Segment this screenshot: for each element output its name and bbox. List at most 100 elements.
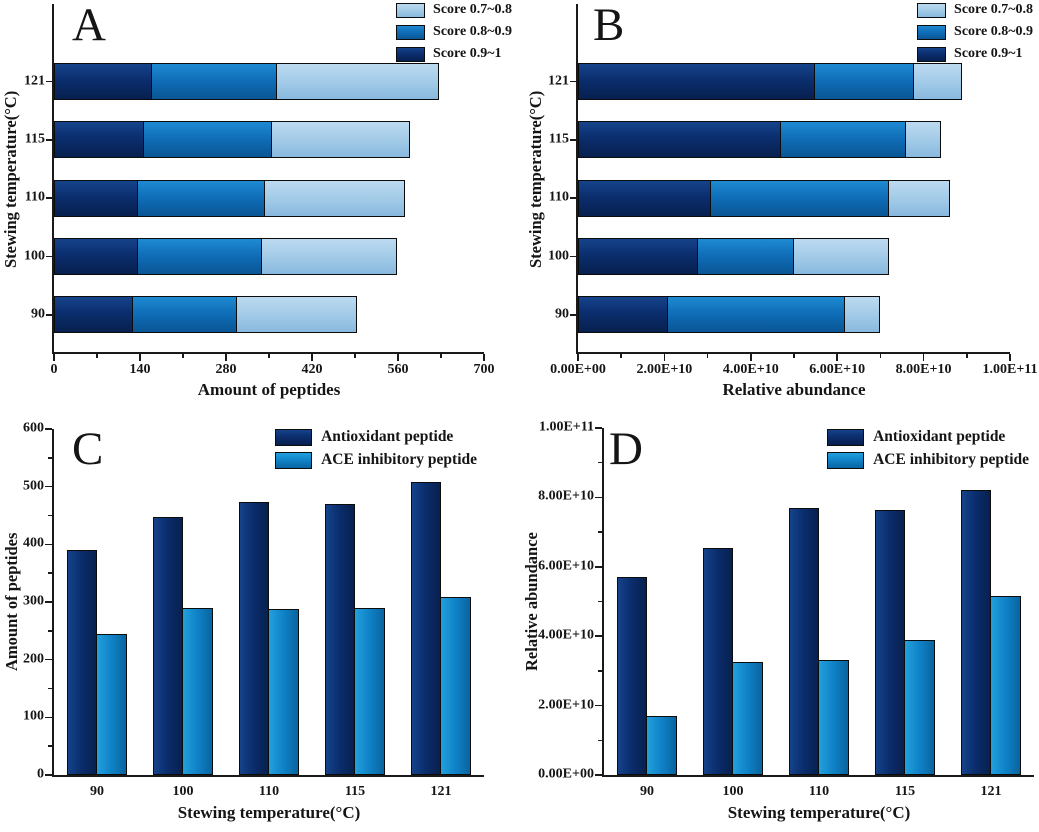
legend-item: Score 0.8~0.9	[396, 24, 512, 40]
category-label: 115	[548, 131, 569, 147]
bar-segment	[54, 179, 139, 217]
bar-segment	[844, 296, 881, 334]
axis-tick	[595, 496, 602, 499]
axis-minor-tick	[966, 354, 968, 358]
axis-tick	[750, 354, 752, 361]
category-label: 100	[24, 247, 45, 263]
axis-tick	[45, 716, 52, 719]
category-label: 90	[640, 784, 654, 799]
legend-item: Antioxidant peptide	[827, 428, 1029, 446]
axis-minor-tick	[879, 354, 882, 358]
axis-tick	[225, 354, 227, 361]
bar-segment	[276, 63, 440, 101]
legend: Antioxidant peptide ACE inhibitory peptid…	[827, 428, 1029, 469]
category-label: 90	[90, 784, 104, 799]
tick-label: 0.00E+00	[538, 766, 594, 782]
bar	[703, 547, 733, 775]
category-label: 110	[258, 784, 280, 799]
tick-label: 700	[473, 362, 495, 377]
legend: Score 0.7~0.8 Score 0.8~0.9 Score 0.9~1	[917, 2, 1033, 62]
bar-segment	[913, 63, 963, 101]
legend-item: ACE inhibitory peptide	[275, 451, 477, 469]
axis-tick	[53, 354, 55, 361]
tick-label: 0	[37, 766, 44, 782]
axis-tick	[45, 543, 52, 546]
bar	[439, 597, 471, 775]
category-label: 100	[172, 784, 194, 799]
legend-label: Antioxidant peptide	[321, 428, 454, 445]
legend-item: Score 0.8~0.9	[917, 24, 1033, 40]
bar	[267, 608, 299, 775]
tick-label: 4.00E+10	[722, 362, 779, 377]
axis-tick	[45, 774, 52, 776]
axis-tick	[45, 485, 52, 488]
axis-minor-tick	[354, 354, 356, 358]
legend-swatch	[827, 428, 865, 446]
axis-minor-tick	[598, 461, 602, 464]
axis-minor-tick	[598, 670, 602, 672]
axis-tick	[577, 354, 579, 361]
bar-segment	[131, 296, 238, 334]
panel-b: B Stewing temperature(°C) Relative abund…	[519, 0, 1039, 416]
y-axis-line	[576, 4, 578, 354]
x-axis-label: Stewing temperature(°C)	[727, 803, 911, 822]
bar-segment	[792, 238, 890, 276]
axis-minor-tick	[598, 600, 602, 603]
x-axis-line	[576, 352, 1010, 354]
bar-segment	[814, 63, 915, 101]
legend-swatch	[396, 2, 426, 18]
legend-label: Score 0.8~0.9	[433, 24, 512, 39]
x-axis-line	[52, 352, 484, 354]
bar	[67, 550, 97, 775]
category-label: 115	[24, 131, 45, 147]
bar-segment	[54, 63, 153, 101]
tick-label: 4.00E+10	[538, 627, 594, 643]
x-axis-label: Amount of peptides	[197, 380, 341, 399]
axis-tick	[595, 774, 602, 776]
bar	[153, 517, 183, 775]
x-axis-line	[602, 775, 1034, 777]
axis-tick	[570, 255, 576, 258]
bar-segment	[779, 121, 907, 159]
tick-label: 0	[50, 362, 58, 377]
axis-minor-tick	[598, 531, 602, 533]
panel-d: D Relative abundance Stewing temperature…	[519, 416, 1039, 832]
bar	[989, 596, 1021, 775]
y-axis-line	[52, 429, 54, 777]
tick-label: 0.00E+00	[550, 362, 606, 377]
legend-swatch	[917, 2, 947, 18]
tick-label: 1.00E+11	[538, 419, 594, 435]
y-axis-label: Relative abundance	[522, 532, 541, 671]
bar	[617, 577, 647, 775]
bar	[325, 503, 355, 775]
legend-swatch	[396, 24, 426, 40]
tick-label: 300	[23, 593, 44, 609]
panel-c: C Amount of peptides Stewing temperature…	[0, 416, 519, 832]
axis-tick	[45, 428, 52, 430]
axis-tick	[570, 80, 576, 83]
tick-label: 560	[387, 362, 409, 377]
bar-segment	[54, 238, 139, 276]
bar	[817, 660, 849, 775]
bar-segment	[54, 296, 134, 334]
axis-tick	[922, 354, 925, 361]
axis-tick	[595, 704, 602, 707]
legend-swatch	[396, 46, 426, 62]
panel-letter: D	[609, 423, 643, 475]
axis-minor-tick	[706, 354, 709, 358]
axis-minor-tick	[96, 354, 98, 358]
panel-letter: B	[593, 0, 625, 51]
legend-swatch	[917, 24, 947, 40]
axis-tick	[836, 354, 838, 361]
bar-segment	[578, 238, 699, 276]
x-axis-line	[52, 775, 484, 777]
legend-label: Score 0.8~0.9	[954, 24, 1033, 39]
category-label: 100	[548, 247, 569, 263]
legend-swatch	[275, 428, 313, 446]
tick-label: 200	[23, 651, 44, 667]
bar-segment	[578, 121, 782, 159]
bar	[903, 639, 935, 775]
tick-label: 400	[23, 535, 44, 551]
bar-segment	[578, 63, 816, 101]
